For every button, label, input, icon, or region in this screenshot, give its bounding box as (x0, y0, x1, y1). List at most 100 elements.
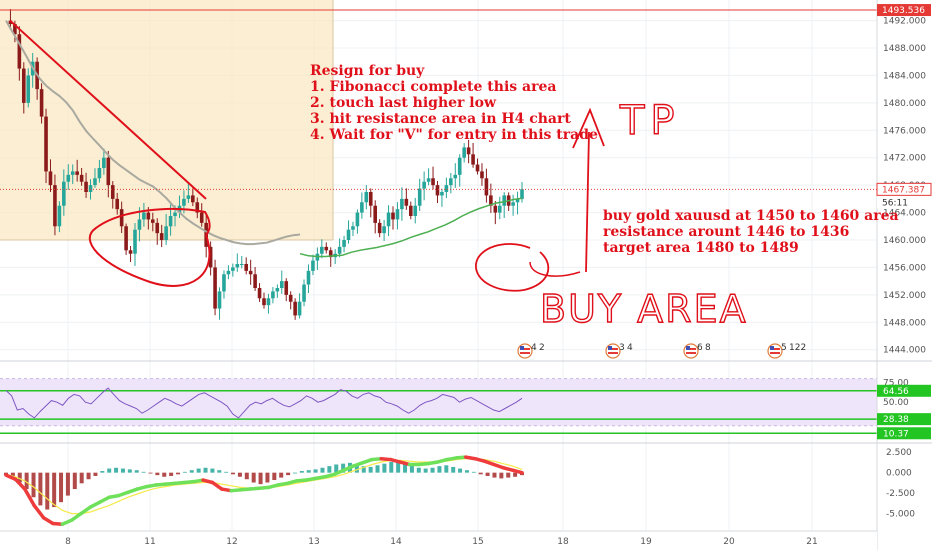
price-tick-label: 1464.000 (883, 209, 926, 219)
macd-histogram-bar (506, 472, 511, 478)
candle-body (21, 68, 26, 103)
candle-body (217, 291, 222, 309)
rsi-level-label-bg (877, 413, 931, 426)
macd-histogram-bar (169, 472, 174, 476)
macd-histogram-bar (45, 472, 50, 510)
macd-histogram-bar (382, 463, 387, 473)
annotation-right-line: target area 1480 to 1489 (603, 240, 799, 256)
price-tick-label: 1492.000 (883, 17, 926, 27)
macd-line-segment (98, 495, 111, 504)
macd-histogram-bar (52, 472, 57, 508)
event-count: 122 (789, 343, 806, 353)
candle-body (306, 270, 311, 285)
price-tick-label: 1448.000 (883, 318, 926, 328)
us-flag-stripe (520, 352, 530, 354)
us-flag-canton (520, 346, 524, 350)
price-tick-label: 1460.000 (883, 236, 926, 246)
candle-body (128, 250, 133, 254)
rsi-level-label-bg (877, 427, 931, 440)
macd-histogram-bar (155, 472, 160, 476)
macd-histogram-bar (430, 467, 435, 473)
candle-body (435, 185, 440, 196)
price-tick-label: 1444.000 (883, 346, 926, 356)
macd-tick-label: 0.000 (886, 469, 912, 479)
event-count: 2 (539, 343, 545, 353)
time-axis-bg (0, 531, 877, 550)
event-count: 4 (627, 343, 633, 353)
us-flag-stripe (770, 352, 780, 354)
candle-body (182, 198, 186, 206)
candle-body (88, 185, 93, 192)
trendline (9, 19, 207, 200)
candle-body (235, 264, 240, 268)
macd-histogram-bar (107, 468, 112, 473)
macd-histogram-bar (203, 467, 208, 473)
macd-histogram-bar (65, 472, 70, 496)
rsi-level-label-lower: 28.38 (883, 415, 909, 425)
price-tick-label: 1472.000 (883, 154, 926, 164)
macd-histogram-bar (464, 470, 469, 473)
candle-body (355, 212, 360, 227)
macd-histogram-bar (320, 467, 325, 473)
candle-body (124, 226, 128, 251)
macd-histogram-bar (72, 472, 77, 490)
candle-body (342, 240, 346, 247)
hand-buy-circle (475, 243, 550, 292)
time-tick-label: 19 (640, 537, 652, 547)
candle-body (351, 226, 355, 230)
macd-histogram-bar (127, 469, 132, 473)
macd-line-segment (41, 515, 55, 526)
macd-histogram-bar (86, 472, 91, 480)
candle-body (404, 198, 409, 206)
time-tick-label: 8 (65, 537, 71, 547)
candle-body (168, 216, 173, 227)
candle-body (497, 205, 502, 213)
candle-body (231, 267, 235, 271)
candle-body (297, 301, 302, 316)
candle-body (239, 264, 244, 265)
rsi-tick-label: 50.00 (883, 398, 909, 408)
candle-body (53, 185, 57, 227)
moving-average-line (5, 20, 301, 246)
us-flag-stripe (686, 348, 696, 350)
candle-body (17, 34, 22, 69)
macd-histogram-bar (272, 472, 277, 481)
candle-body (386, 212, 391, 227)
shaded-zone (0, 0, 334, 241)
price-axis-bg (877, 0, 932, 550)
candle-body (173, 212, 177, 216)
candle-body (133, 229, 137, 254)
macd-line-segment (13, 477, 27, 491)
candle-body (288, 294, 293, 302)
candle-body (115, 198, 120, 210)
candle-body (462, 147, 466, 158)
resistance-price-label: 1493.536 (882, 6, 925, 16)
candle-body (400, 198, 404, 210)
candle-body (244, 264, 249, 271)
macd-histogram-bar (10, 472, 15, 478)
current-price-label-bg (877, 183, 931, 196)
candle-body (368, 192, 373, 206)
candle-body (79, 174, 84, 182)
macd-line-segment (210, 480, 224, 491)
macd-histogram-bar (114, 467, 119, 473)
candle-body (159, 233, 164, 240)
candle-body (142, 212, 146, 220)
candle-body (222, 274, 226, 292)
handwritten-buy-area: BUY AREA (540, 287, 748, 331)
candle-body (302, 284, 306, 302)
candle-body (373, 205, 378, 223)
macd-line-segment (510, 468, 524, 475)
us-flag-canton (686, 346, 690, 350)
macd-histogram-bar (79, 472, 84, 484)
candle-body (48, 171, 53, 186)
us-flag-stripe (608, 348, 618, 350)
candle-body (226, 270, 231, 275)
macd-histogram-bar (134, 470, 139, 473)
macd-histogram-bar (485, 472, 490, 476)
macd-histogram-bar (224, 471, 229, 473)
candle-body (417, 188, 422, 206)
candle-body (57, 205, 62, 227)
macd-histogram-bar (361, 466, 366, 473)
